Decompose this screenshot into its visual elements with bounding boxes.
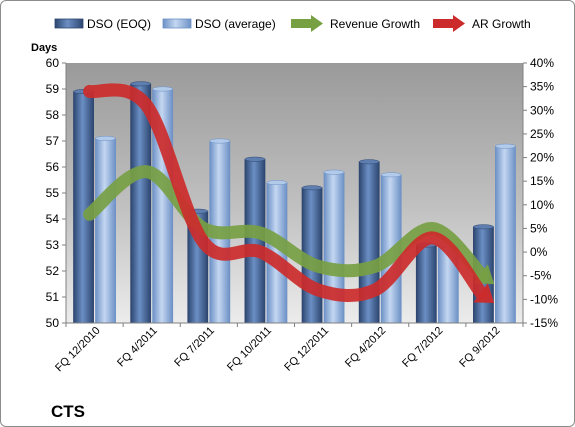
left-tick-label: 58: [46, 108, 60, 122]
legend-arrow-revenue-growth: [291, 15, 323, 32]
right-tick-label: 25%: [530, 127, 554, 141]
legend-arrow-ar-growth: [433, 15, 465, 32]
legend-label-revenue-growth: Revenue Growth: [330, 17, 420, 31]
x-tick-label: FQ 9/2012: [457, 325, 502, 370]
x-tick-label: FQ 7/2011: [172, 325, 217, 370]
x-tick-label: FQ 12/2010: [53, 325, 103, 375]
bar-top-dso-eoq: [358, 159, 380, 165]
bar-top-dso-eoq: [130, 81, 151, 87]
arrow-line-ar-growth: [83, 83, 488, 303]
legend-label-dso-eoq: DSO (EOQ): [87, 17, 151, 31]
x-tick-label: FQ 4/2011: [115, 325, 160, 370]
bar-top-dso-average: [209, 138, 231, 144]
left-tick-label: 60: [46, 56, 60, 70]
x-tick-label: FQ 4/2012: [343, 325, 388, 370]
left-tick-label: 57: [46, 134, 60, 148]
right-tick-label: -15%: [530, 316, 558, 330]
y-axis-title: Days: [31, 42, 57, 54]
legend-item-dso-eoq: DSO (EOQ): [54, 17, 151, 31]
bar-top-dso-eoq: [301, 185, 323, 191]
arrow-head-ar-growth: [473, 283, 495, 303]
right-tick-label: 35%: [530, 80, 554, 94]
right-tick-label: 40%: [530, 56, 554, 70]
left-tick-label: 59: [46, 82, 60, 96]
company-label: CTS: [51, 402, 85, 421]
left-tick-label: 55: [46, 186, 60, 200]
bar-top-dso-average: [495, 143, 516, 149]
right-tick-label: 5%: [530, 221, 548, 235]
legend-swatch-dso-average: [162, 18, 192, 29]
left-tick-label: 50: [46, 316, 60, 330]
legend-swatch-dso-eoq: [54, 18, 84, 29]
right-tick-label: 30%: [530, 103, 554, 117]
left-tick-label: 54: [46, 212, 60, 226]
left-tick-label: 51: [46, 290, 60, 304]
right-tick-label: 0%: [530, 245, 548, 259]
bar-top-dso-average: [152, 86, 173, 92]
right-tick-label: -10%: [530, 292, 558, 306]
legend-label-ar-growth: AR Growth: [472, 17, 531, 31]
bar-top-dso-average: [380, 172, 402, 178]
bar-top-dso-eoq: [473, 224, 494, 230]
left-tick-label: 52: [46, 264, 60, 278]
bar-series: [73, 81, 516, 324]
right-tick-label: 20%: [530, 151, 554, 165]
bar-dso-average: [495, 145, 516, 324]
legend-item-ar-growth: AR Growth: [433, 15, 531, 32]
arrow-line-revenue-growth: [83, 165, 488, 281]
right-tick-label: 15%: [530, 174, 554, 188]
bar-dso-average: [95, 137, 116, 324]
growth-arrows: [83, 83, 495, 303]
right-tick-label: 10%: [530, 198, 554, 212]
legend-item-dso-average: DSO (average): [162, 17, 276, 31]
legend: DSO (EOQ) DSO (average) Revenue Growth A…: [54, 15, 531, 32]
legend-label-dso-average: DSO (average): [195, 17, 276, 31]
bar-dso-eoq: [415, 244, 437, 324]
bar-dso-eoq: [244, 158, 266, 324]
legend-item-revenue-growth: Revenue Growth: [291, 15, 420, 32]
left-tick-label: 56: [46, 160, 60, 174]
right-tick-label: -5%: [530, 269, 552, 283]
bar-top-dso-average: [323, 169, 345, 175]
left-tick-label: 53: [46, 238, 60, 252]
bar-top-dso-eoq: [244, 156, 266, 162]
bar-top-dso-average: [266, 180, 288, 186]
bar-top-dso-average: [95, 135, 116, 141]
x-tick-label: FQ 7/2012: [400, 325, 445, 370]
x-tick-label: FQ 12/2011: [282, 325, 331, 374]
x-tick-label: FQ 10/2011: [225, 325, 274, 374]
